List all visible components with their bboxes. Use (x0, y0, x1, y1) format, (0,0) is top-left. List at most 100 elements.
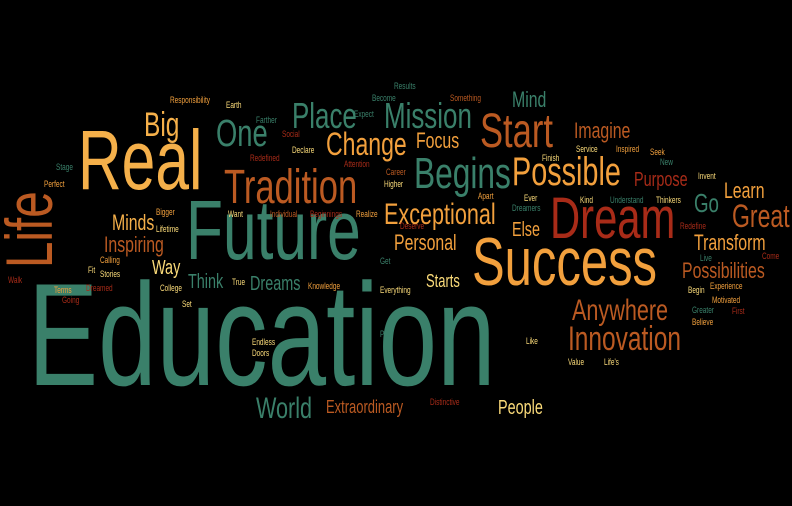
word-extraordinary: Extraordinary (326, 397, 404, 417)
word-mind: Mind (512, 87, 547, 112)
word-attention: Attention (344, 159, 370, 169)
word-start: Start (480, 105, 553, 158)
word-lifetime: Lifetime (156, 224, 179, 234)
word-understand: Understand (610, 195, 644, 205)
word-way: Way (152, 257, 181, 279)
word-world: World (256, 392, 313, 425)
word-doors: Doors (252, 348, 270, 358)
word-else: Else (512, 219, 541, 241)
word-dreams: Dreams (250, 273, 301, 295)
word-dream: Dream (550, 186, 676, 251)
word-inspiring: Inspiring (104, 232, 164, 257)
word-dreamed: Dreamed (86, 283, 113, 293)
word-expect: Expect (354, 109, 374, 119)
word-go: Go (694, 188, 719, 218)
word-possibilities: Possibilities (682, 258, 765, 283)
word-invent: Invent (698, 171, 716, 181)
word-imagine: Imagine (574, 118, 631, 143)
word-individual: Individual (270, 209, 298, 219)
word-social: Social (282, 129, 300, 139)
word-greater: Greater (692, 305, 714, 315)
word-distinctive: Distinctive (430, 397, 460, 407)
word-want: Want (228, 209, 243, 219)
word-responsibility: Responsibility (170, 95, 210, 105)
word-earth: Earth (226, 100, 242, 110)
word-farther: Farther (256, 115, 277, 125)
word-kind: Kind (580, 195, 593, 205)
word-come: Come (762, 251, 780, 261)
word-perfect: Perfect (44, 179, 65, 189)
word-future: Future (186, 183, 361, 277)
word-live: Live (700, 253, 712, 263)
word-believe: Believe (692, 317, 714, 327)
word-endless: Endless (252, 337, 276, 347)
word-learn: Learn (724, 178, 765, 203)
word-stories: Stories (100, 269, 121, 279)
word-calling: Calling (100, 255, 120, 265)
word-great: Great (732, 198, 790, 234)
word-walk: Walk (8, 275, 23, 285)
word-anywhere: Anywhere (572, 294, 669, 327)
word-get: Get (380, 256, 391, 266)
word-value: Value (568, 357, 585, 367)
word-first: First (732, 306, 745, 316)
word-seek: Seek (650, 147, 665, 157)
word-beginnings: Beginnings (310, 209, 343, 219)
word-realize: Realize (356, 209, 378, 219)
word-exceptional: Exceptional (384, 198, 496, 231)
word-tradition: Tradition (224, 161, 358, 214)
word-education: Education (28, 253, 496, 416)
word-change: Change (326, 126, 407, 162)
word-thinkers: Thinkers (656, 195, 681, 205)
word-big: Big (144, 106, 180, 144)
word-terms: Terms (54, 285, 72, 295)
word-people: People (498, 397, 543, 419)
word-knowledge: Knowledge (308, 281, 341, 291)
word-dreamers: Dreamers (512, 203, 541, 213)
word-inspired: Inspired (616, 144, 640, 154)
word-fit: Fit (88, 265, 96, 275)
word-starts: Starts (426, 271, 460, 291)
word-lifes: Life's (604, 357, 619, 367)
word-something: Something (450, 93, 481, 103)
word-college: College (160, 283, 182, 293)
word-bigger: Bigger (156, 207, 175, 217)
word-path: Path (380, 329, 394, 339)
word-redefined: Redefined (250, 153, 280, 163)
word-focus: Focus (416, 128, 460, 153)
word-new: New (660, 157, 673, 167)
word-purpose: Purpose (634, 169, 688, 191)
word-everything: Everything (380, 285, 411, 295)
word-ever: Ever (524, 193, 538, 203)
word-service: Service (576, 144, 598, 154)
word-results: Results (394, 81, 416, 91)
word-innovation: Innovation (568, 320, 681, 358)
word-experience: Experience (710, 281, 743, 291)
word-success: Success (472, 224, 658, 300)
word-finish: Finish (542, 153, 560, 163)
word-motivated: Motivated (712, 295, 741, 305)
word-begins: Begins (414, 149, 511, 198)
word-stage: Stage (56, 162, 73, 172)
word-true: True (232, 277, 246, 287)
word-set: Set (182, 299, 192, 309)
word-career: Career (386, 167, 406, 177)
word-life: Life (0, 191, 66, 268)
word-redefine: Redefine (680, 221, 706, 231)
word-begin: Begin (688, 285, 705, 295)
word-mission: Mission (384, 95, 472, 136)
word-like: Like (526, 336, 538, 346)
word-declare: Declare (292, 145, 315, 155)
word-personal: Personal (394, 230, 457, 255)
word-one: One (216, 113, 268, 155)
word-think: Think (188, 271, 224, 293)
word-higher: Higher (384, 179, 404, 189)
word-apart: Apart (478, 191, 494, 201)
word-become: Become (372, 93, 396, 103)
word-transform: Transform (694, 230, 766, 255)
word-deserve: Deserve (400, 221, 425, 231)
word-minds: Minds (112, 210, 155, 235)
word-going: Going (62, 295, 80, 305)
word-possible: Possible (512, 150, 621, 194)
